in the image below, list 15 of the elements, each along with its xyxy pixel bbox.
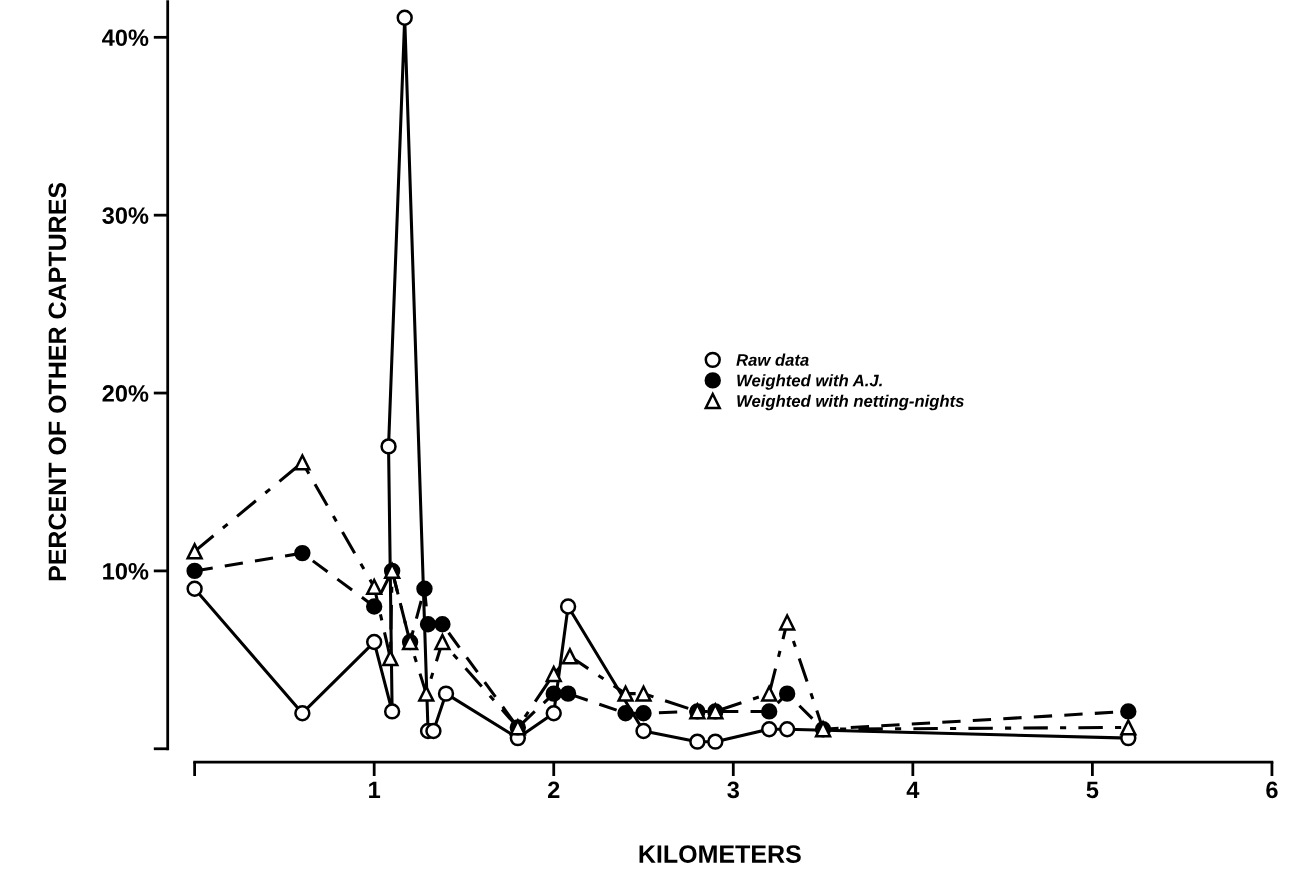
x-tick-label: 2	[547, 781, 560, 798]
y-tick-label: 40%	[102, 29, 149, 47]
legend-label: Weighted with A.J.	[737, 374, 882, 390]
y-tick-label: 20%	[102, 385, 149, 402]
x-tick-label: 1	[369, 781, 381, 798]
legend-label: Raw data	[736, 353, 809, 366]
legend-label: Weighted with netting-nights	[737, 394, 964, 411]
x-tick-label: 4	[906, 781, 920, 798]
y-tick-label: 30%	[102, 207, 149, 224]
x-tick-label: 5	[1086, 781, 1099, 799]
y-tick-label: 10%	[103, 562, 149, 580]
x-tick-label: 3	[727, 781, 739, 799]
y-axis-title: PERCENT OF OTHER CAPTURES	[48, 182, 67, 581]
x-axis-title: KILOMETERS	[639, 845, 801, 863]
x-tick-label: 6	[1266, 781, 1278, 799]
